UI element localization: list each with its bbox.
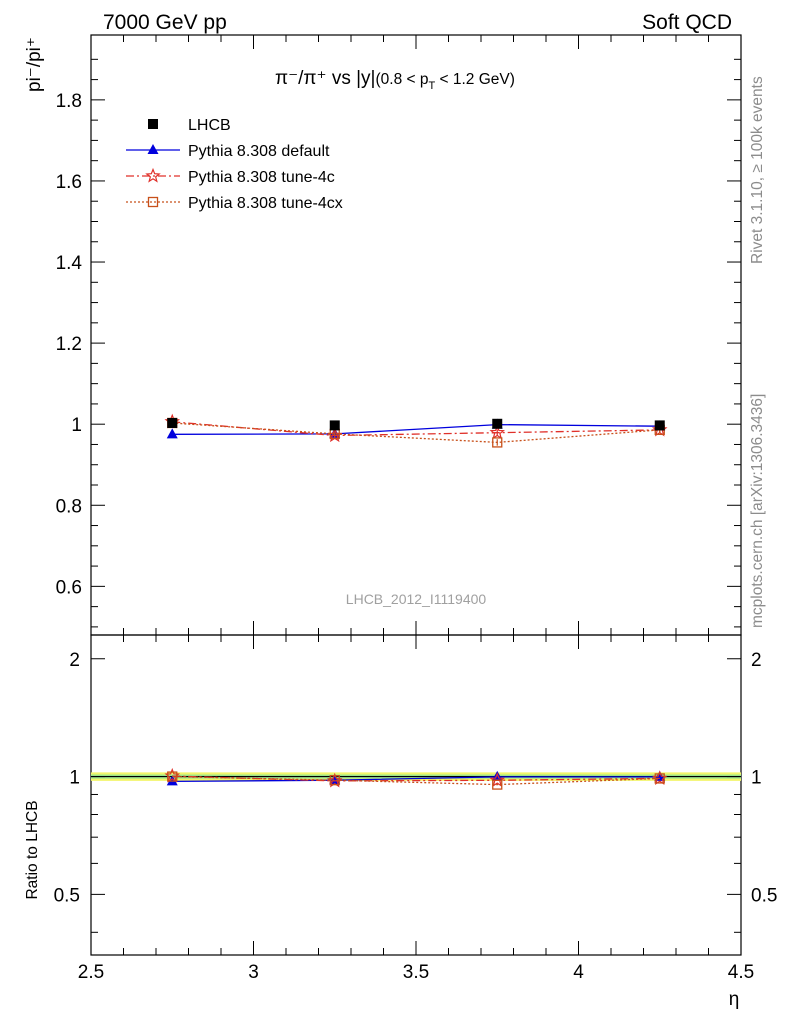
legend-entry: Pythia 8.308 tune-4c bbox=[126, 167, 335, 186]
ratio-series bbox=[164, 767, 668, 790]
legend-marker bbox=[147, 196, 159, 208]
legend-entry: Pythia 8.308 tune-4cx bbox=[126, 195, 343, 212]
main-series bbox=[164, 413, 668, 448]
legend: LHCB Pythia 8.308 default Pythia 8.308 tun… bbox=[126, 117, 343, 212]
data-point bbox=[654, 420, 665, 431]
data-point bbox=[489, 424, 506, 440]
ratio-y-axis-label: Ratio to LHCB bbox=[24, 800, 41, 899]
title-range-sub: T bbox=[428, 80, 435, 92]
ratio-series-2 bbox=[167, 771, 665, 790]
main-y-tick-label: 1.8 bbox=[56, 91, 82, 112]
plot-title: π⁻/π⁺ vs |y|(0.8 < pT < 1.2 GeV) bbox=[275, 68, 515, 92]
main-y-tick-label: 1.2 bbox=[56, 334, 82, 355]
legend-entry: LHCB bbox=[148, 117, 231, 134]
series-line bbox=[172, 422, 660, 444]
legend-marker bbox=[147, 144, 159, 154]
legend-label: LHCB bbox=[188, 117, 231, 134]
ratio-y-tick-label-right: 1 bbox=[751, 768, 762, 789]
ratio-y-tick-label: 1 bbox=[69, 768, 80, 789]
x-tick-label: 3.5 bbox=[403, 962, 429, 983]
ratio-point bbox=[489, 772, 506, 787]
main-y-tick-labels: 0.6 0.8 1 1.2 1.4 1.6 1.8 bbox=[56, 91, 83, 598]
legend-marker bbox=[148, 119, 158, 129]
ratio-point bbox=[492, 779, 503, 790]
process-label: Soft QCD bbox=[642, 11, 732, 34]
legend-marker bbox=[145, 167, 161, 183]
legend-label: Pythia 8.308 tune-4cx bbox=[188, 195, 343, 212]
series-0 bbox=[167, 417, 665, 431]
x-tick-label: 2.5 bbox=[78, 962, 104, 983]
ratio-y-tick-label: 2 bbox=[69, 650, 80, 671]
x-tick-labels: 2.5 3 3.5 4 4.5 bbox=[78, 962, 754, 983]
data-point bbox=[329, 420, 340, 431]
main-y-tick-label: 1.4 bbox=[56, 253, 83, 274]
ratio-frame bbox=[90, 634, 742, 956]
main-ticks bbox=[90, 35, 742, 635]
ratio-line bbox=[172, 776, 660, 783]
main-y-tick-label: 0.6 bbox=[56, 577, 82, 598]
rivet-label: Rivet 3.1.10, ≥ 100k events bbox=[749, 76, 766, 264]
main-y-tick-label: 1 bbox=[71, 415, 82, 436]
ratio-line bbox=[172, 775, 660, 786]
title-range-close: < 1.2 GeV) bbox=[435, 71, 515, 88]
legend-label: Pythia 8.308 default bbox=[188, 143, 330, 160]
legend-label: Pythia 8.308 tune-4c bbox=[188, 169, 335, 186]
energy-label: 7000 GeV pp bbox=[103, 11, 227, 34]
main-panel: 0.6 0.8 1 1.2 1.4 1.6 1.8 pi⁻/pi⁺ π⁻/π⁺ vs |y|… bbox=[24, 34, 742, 636]
title-ratio: π⁻/π⁺ vs |y| bbox=[275, 68, 375, 89]
data-point bbox=[166, 428, 178, 439]
ratio-panel: 0.5 0.5 1 1 2 2 2.5 3 3.5 4 4.5 Ratio to LHCB η bbox=[24, 634, 778, 1010]
data-point bbox=[167, 417, 178, 428]
ratio-point bbox=[167, 771, 178, 782]
title-range-open: (0.8 < p bbox=[375, 71, 428, 88]
series-line bbox=[172, 423, 660, 435]
main-y-axis-label: pi⁻/pi⁺ bbox=[24, 37, 45, 92]
ratio-y-tick-label-right: 0.5 bbox=[751, 885, 777, 906]
ratio-y-tick-labels: 0.5 0.5 1 1 2 2 bbox=[54, 650, 778, 907]
ratio-ticks bbox=[90, 635, 742, 955]
legend-entry: Pythia 8.308 default bbox=[126, 143, 330, 160]
data-point bbox=[492, 418, 503, 429]
ratio-point bbox=[166, 775, 178, 786]
main-y-tick-label: 1.6 bbox=[56, 172, 82, 193]
x-tick-label: 4.5 bbox=[728, 962, 754, 983]
x-axis-label: η bbox=[729, 989, 740, 1010]
series-3 bbox=[167, 417, 665, 448]
data-point bbox=[492, 437, 503, 448]
x-tick-label: 3 bbox=[248, 962, 259, 983]
analysis-watermark: LHCB_2012_I1119400 bbox=[346, 591, 487, 607]
ratio-point bbox=[654, 773, 665, 784]
x-tick-label: 4 bbox=[573, 962, 584, 983]
ratio-y-tick-label: 0.5 bbox=[54, 885, 80, 906]
ratio-point bbox=[329, 775, 340, 786]
ratio-y-tick-label-right: 2 bbox=[751, 650, 762, 671]
source-label: mcplots.cern.ch [arXiv:1306.3436] bbox=[749, 394, 766, 628]
main-y-tick-label: 0.8 bbox=[56, 496, 82, 517]
series-1 bbox=[166, 418, 666, 439]
